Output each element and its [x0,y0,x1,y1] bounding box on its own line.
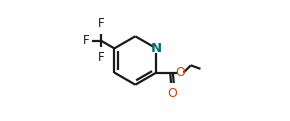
Text: N: N [151,42,162,55]
Bar [98,48,103,54]
Bar [153,44,160,53]
Bar [87,37,92,44]
Text: F: F [83,34,90,47]
Bar [169,83,176,90]
Text: F: F [97,17,104,30]
Bar [98,27,103,34]
Bar [177,69,184,76]
Text: O: O [168,87,177,100]
Text: O: O [175,66,185,79]
Text: F: F [97,51,104,64]
